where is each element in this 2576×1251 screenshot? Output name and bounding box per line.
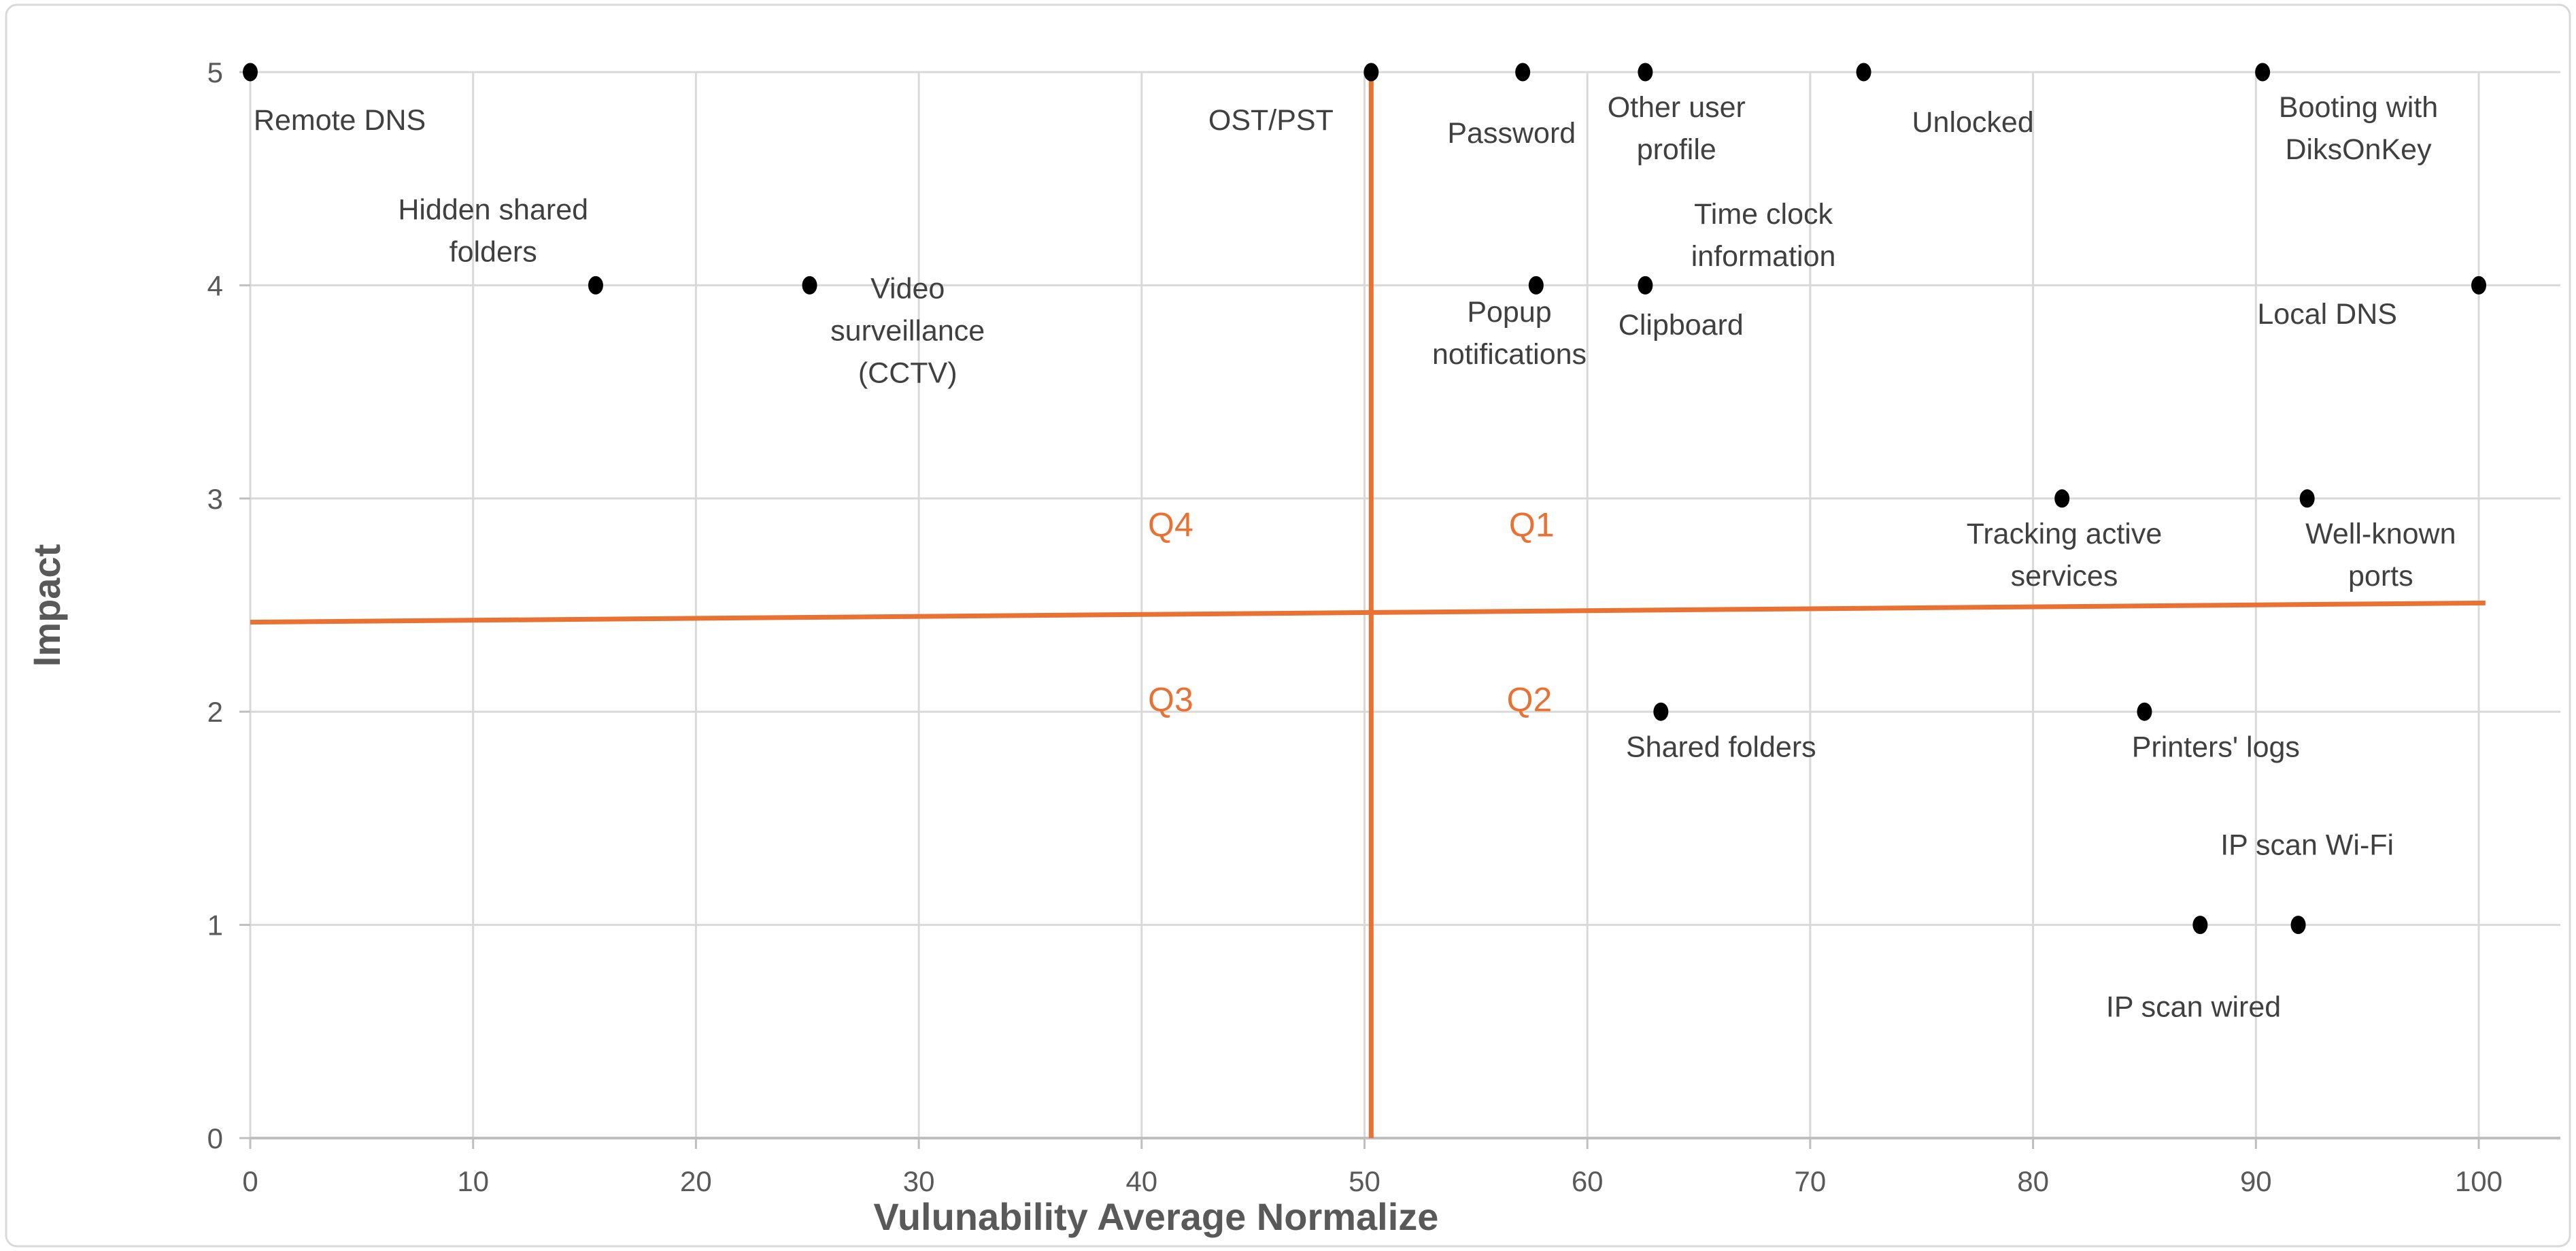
data-label-shared-folders: Shared folders — [1626, 731, 1816, 763]
data-label-line: Local DNS — [2257, 298, 2397, 331]
data-label-hidden-shared-folders: Hidden shared folders — [398, 194, 588, 269]
data-point-printers-logs[interactable] — [2137, 702, 2152, 721]
axis-ticks: 0 10 20 30 40 50 60 70 80 90 100 0 1 2 3 4 5 — [207, 56, 2503, 1197]
data-label-password: Password — [1447, 117, 1576, 150]
data-label-line: ports — [2348, 560, 2413, 593]
data-point-shared-folders[interactable] — [1653, 702, 1669, 721]
quadrant-label-q4: Q4 — [1148, 505, 1193, 544]
x-tick-label-0: 0 — [242, 1165, 258, 1197]
data-point-ip-scan-wired[interactable] — [2192, 916, 2208, 935]
data-label-line: IP scan wired — [2106, 991, 2281, 1024]
data-label-line: Unlocked — [1912, 106, 2033, 139]
data-point-booting-with-diksonkey[interactable] — [2255, 63, 2271, 82]
x-tick-label-30: 30 — [903, 1165, 935, 1197]
data-label-other-user-profile: Other user profile — [1608, 91, 1746, 166]
data-label-ip-scan-wi-fi: IP scan Wi-Fi — [2220, 829, 2394, 862]
data-label-remote-dns: Remote DNS — [254, 104, 426, 137]
data-label-line: information — [1691, 240, 1836, 273]
quadrant-label-q2: Q2 — [1507, 680, 1553, 718]
data-point-clipboard[interactable] — [1638, 276, 1653, 295]
data-point-other-user-profile[interactable] — [1638, 63, 1653, 82]
data-label-line: Other user — [1608, 91, 1746, 124]
data-label-unlocked: Unlocked — [1912, 106, 2033, 139]
x-tick-label-100: 100 — [2455, 1165, 2503, 1197]
y-axis-title: Impact — [25, 544, 68, 667]
data-label-printers-logs: Printers' logs — [2132, 731, 2300, 763]
quadrant-label-q1: Q1 — [1509, 505, 1555, 544]
data-label-tracking-active-services: Tracking active services — [1967, 518, 2163, 593]
data-label-line: Remote DNS — [254, 104, 426, 137]
data-point-ost-pst[interactable] — [1363, 63, 1379, 82]
y-tick-label-0: 0 — [207, 1122, 223, 1154]
data-point-hidden-shared-folders[interactable] — [588, 276, 603, 295]
x-tick-label-10: 10 — [457, 1165, 489, 1197]
data-label-local-dns: Local DNS — [2257, 298, 2397, 331]
data-label-line: Popup — [1467, 296, 1551, 329]
data-label-booting-with-diksonkey: Booting with DiksOnKey — [2279, 91, 2438, 166]
data-label-line: Booting with — [2279, 91, 2438, 124]
data-label-time-clock-information: Time clock information — [1691, 198, 1836, 273]
data-point-well-known-ports[interactable] — [2299, 489, 2315, 508]
data-label-line: Shared folders — [1626, 731, 1816, 763]
data-point-ip-scan-wi-fi[interactable] — [2290, 916, 2306, 935]
data-point-video-surveillance-cctv[interactable] — [802, 276, 817, 295]
data-label-line: surveillance — [830, 315, 985, 348]
x-tick-label-40: 40 — [1125, 1165, 1157, 1197]
data-point-tracking-active-services[interactable] — [2054, 489, 2070, 508]
data-label-clipboard: Clipboard — [1619, 309, 1744, 341]
y-tick-label-3: 3 — [207, 483, 223, 515]
y-tick-label-4: 4 — [207, 269, 223, 301]
data-label-ost-pst: OST/PST — [1208, 104, 1334, 137]
data-label-line: notifications — [1432, 338, 1587, 371]
x-axis-title: Vulunability Average Normalize — [874, 1195, 1439, 1238]
data-label-line: Hidden shared — [398, 194, 588, 227]
data-point-local-dns[interactable] — [2471, 276, 2486, 295]
data-label-line: Password — [1447, 117, 1576, 150]
data-label-line: IP scan Wi-Fi — [2220, 829, 2394, 862]
data-label-line: Tracking active — [1967, 518, 2163, 550]
x-tick-label-50: 50 — [1349, 1165, 1380, 1197]
data-label-line: DiksOnKey — [2286, 133, 2433, 166]
data-label-line: Printers' logs — [2132, 731, 2300, 763]
data-point-unlocked[interactable] — [1856, 63, 1871, 82]
data-label-line: Clipboard — [1619, 309, 1744, 341]
data-point-popup-notifications[interactable] — [1528, 276, 1544, 295]
data-points — [243, 63, 2486, 935]
data-label-well-known-ports: Well-known ports — [2305, 518, 2456, 593]
x-tick-label-80: 80 — [2017, 1165, 2049, 1197]
x-tick-label-20: 20 — [680, 1165, 712, 1197]
y-tick-label-1: 1 — [207, 910, 223, 941]
data-label-ip-scan-wired: IP scan wired — [2106, 991, 2281, 1024]
x-tick-label-70: 70 — [1795, 1165, 1827, 1197]
data-point-remote-dns[interactable] — [243, 63, 258, 82]
quadrant-label-q3: Q3 — [1148, 680, 1193, 718]
x-tick-label-90: 90 — [2240, 1165, 2272, 1197]
data-label-line: Well-known — [2305, 518, 2456, 550]
data-label-line: folders — [450, 236, 537, 269]
data-label-line: (CCTV) — [858, 357, 957, 390]
y-tick-label-5: 5 — [207, 56, 223, 88]
data-label-video-surveillance-cctv: Video surveillance (CCTV) — [830, 273, 985, 390]
quadrant-line-horizontal[interactable] — [250, 600, 2486, 625]
quadrant-labels: Q1 Q2 Q3 Q4 — [1148, 505, 1555, 718]
data-point-password[interactable] — [1515, 63, 1531, 82]
data-label-line: services — [2011, 560, 2118, 593]
data-label-line: profile — [1637, 133, 1716, 166]
data-label-line: OST/PST — [1208, 104, 1334, 137]
x-tick-label-60: 60 — [1572, 1165, 1604, 1197]
data-label-popup-notifications: Popup notifications — [1432, 296, 1587, 371]
y-tick-label-2: 2 — [207, 696, 223, 728]
data-labels: Remote DNS Hidden shared folders Video surve… — [254, 91, 2456, 1024]
data-label-line: Time clock — [1694, 198, 1833, 231]
chart-frame — [5, 3, 2571, 1248]
data-label-line: Video — [870, 273, 945, 305]
